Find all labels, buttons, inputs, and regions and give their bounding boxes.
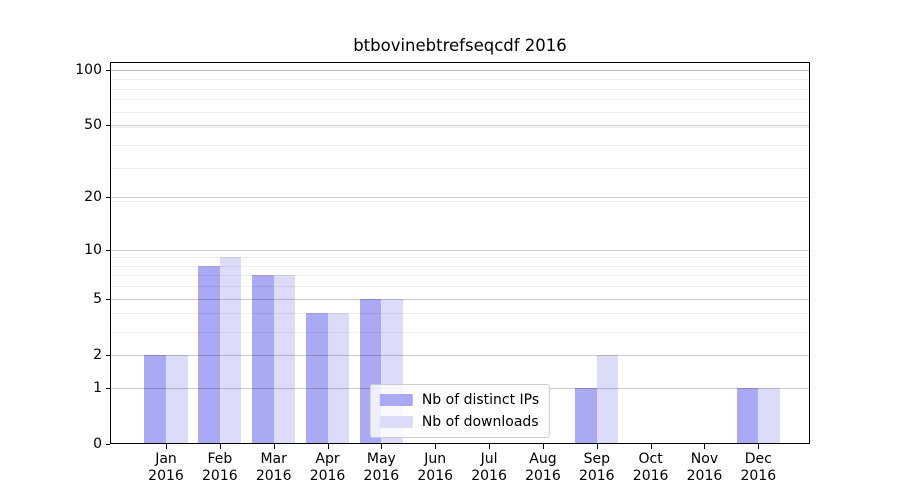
gridline-minor xyxy=(110,126,810,128)
x-tick-mark xyxy=(758,444,760,449)
legend-swatch-distinct-ips xyxy=(379,394,413,406)
bar xyxy=(736,387,759,444)
x-tick-mark xyxy=(219,444,221,449)
x-tick-mark xyxy=(596,444,598,449)
bar xyxy=(144,354,166,444)
y-tick-label: 10 xyxy=(84,241,102,258)
x-tick-label: Jun 2016 xyxy=(417,451,454,484)
gridline-minor xyxy=(110,168,810,170)
x-tick-label: Sep 2016 xyxy=(578,451,615,484)
gridline-minor xyxy=(110,111,810,113)
y-tick-mark xyxy=(105,197,110,199)
gridline-minor xyxy=(110,201,810,202)
y-tick-label: 50 xyxy=(84,117,102,134)
bar xyxy=(273,275,296,444)
y-tick-mark xyxy=(105,354,110,356)
gridline-minor xyxy=(110,99,810,101)
y-tick-label: 2 xyxy=(93,346,102,363)
y-tick-label: 20 xyxy=(84,189,102,206)
gridline-minor xyxy=(110,79,810,80)
plot-area: Nb of distinct IPs Nb of downloads 0 1 2 5 1… xyxy=(75,62,810,484)
y-tick-label: 0 xyxy=(93,436,102,452)
legend-label-downloads: Nb of downloads xyxy=(421,414,539,430)
y-tick-label: 100 xyxy=(75,61,102,78)
x-tick-mark xyxy=(542,444,544,449)
y-tick-mark xyxy=(105,249,110,251)
gridline-minor xyxy=(110,70,810,72)
chart-title: btbovinebtrefseqcdf 2016 xyxy=(353,36,567,55)
x-tick-mark xyxy=(435,444,437,449)
y-tick-mark xyxy=(105,298,110,300)
legend-item-downloads: Nb of downloads xyxy=(379,414,539,430)
legend-swatch-downloads xyxy=(379,416,413,428)
bar xyxy=(327,313,350,444)
x-tick-mark xyxy=(166,444,167,449)
x-tick-label: Jul 2016 xyxy=(471,451,507,484)
y-tick-label: 1 xyxy=(93,379,102,396)
x-tick-label: Dec 2016 xyxy=(740,451,777,484)
bar xyxy=(252,275,274,444)
legend: Nb of distinct IPs Nb of downloads xyxy=(369,384,551,438)
y-tick-mark xyxy=(105,387,110,389)
bar xyxy=(198,265,220,444)
x-tick-label: Nov 2016 xyxy=(686,451,723,484)
x-tick-label: Oct 2016 xyxy=(632,451,669,484)
bar xyxy=(596,354,619,444)
gridline-minor xyxy=(110,257,810,259)
gridline-major xyxy=(110,249,810,251)
x-tick-mark xyxy=(273,444,275,449)
bar xyxy=(219,257,242,444)
bar xyxy=(305,313,328,444)
bar xyxy=(575,387,597,444)
bar xyxy=(166,354,188,444)
bar xyxy=(758,387,780,444)
y-tick-mark xyxy=(105,444,110,445)
x-tick-label: Mar 2016 xyxy=(255,451,292,484)
x-tick-mark xyxy=(650,444,652,449)
gridline-major xyxy=(110,197,810,199)
x-tick-label: Aug 2016 xyxy=(525,451,561,484)
gridline-major xyxy=(110,125,810,127)
x-tick-label: May 2016 xyxy=(363,451,400,484)
gridline-minor xyxy=(110,88,810,90)
y-tick-label: 5 xyxy=(93,290,102,307)
y-tick-mark xyxy=(105,69,110,71)
x-tick-mark xyxy=(489,444,491,449)
x-tick-mark xyxy=(327,444,329,449)
x-tick-label: Apr 2016 xyxy=(309,451,346,484)
x-tick-label: Feb 2016 xyxy=(202,451,238,484)
x-tick-mark xyxy=(381,444,383,449)
legend-label-distinct-ips: Nb of distinct IPs xyxy=(421,392,540,408)
y-tick-mark xyxy=(105,125,110,127)
legend-item-distinct-ips: Nb of distinct IPs xyxy=(379,392,540,408)
x-tick-label: Jan 2016 xyxy=(148,451,184,484)
gridline-minor xyxy=(110,144,810,146)
x-tick-mark xyxy=(704,444,706,449)
gridline-major xyxy=(110,69,810,71)
